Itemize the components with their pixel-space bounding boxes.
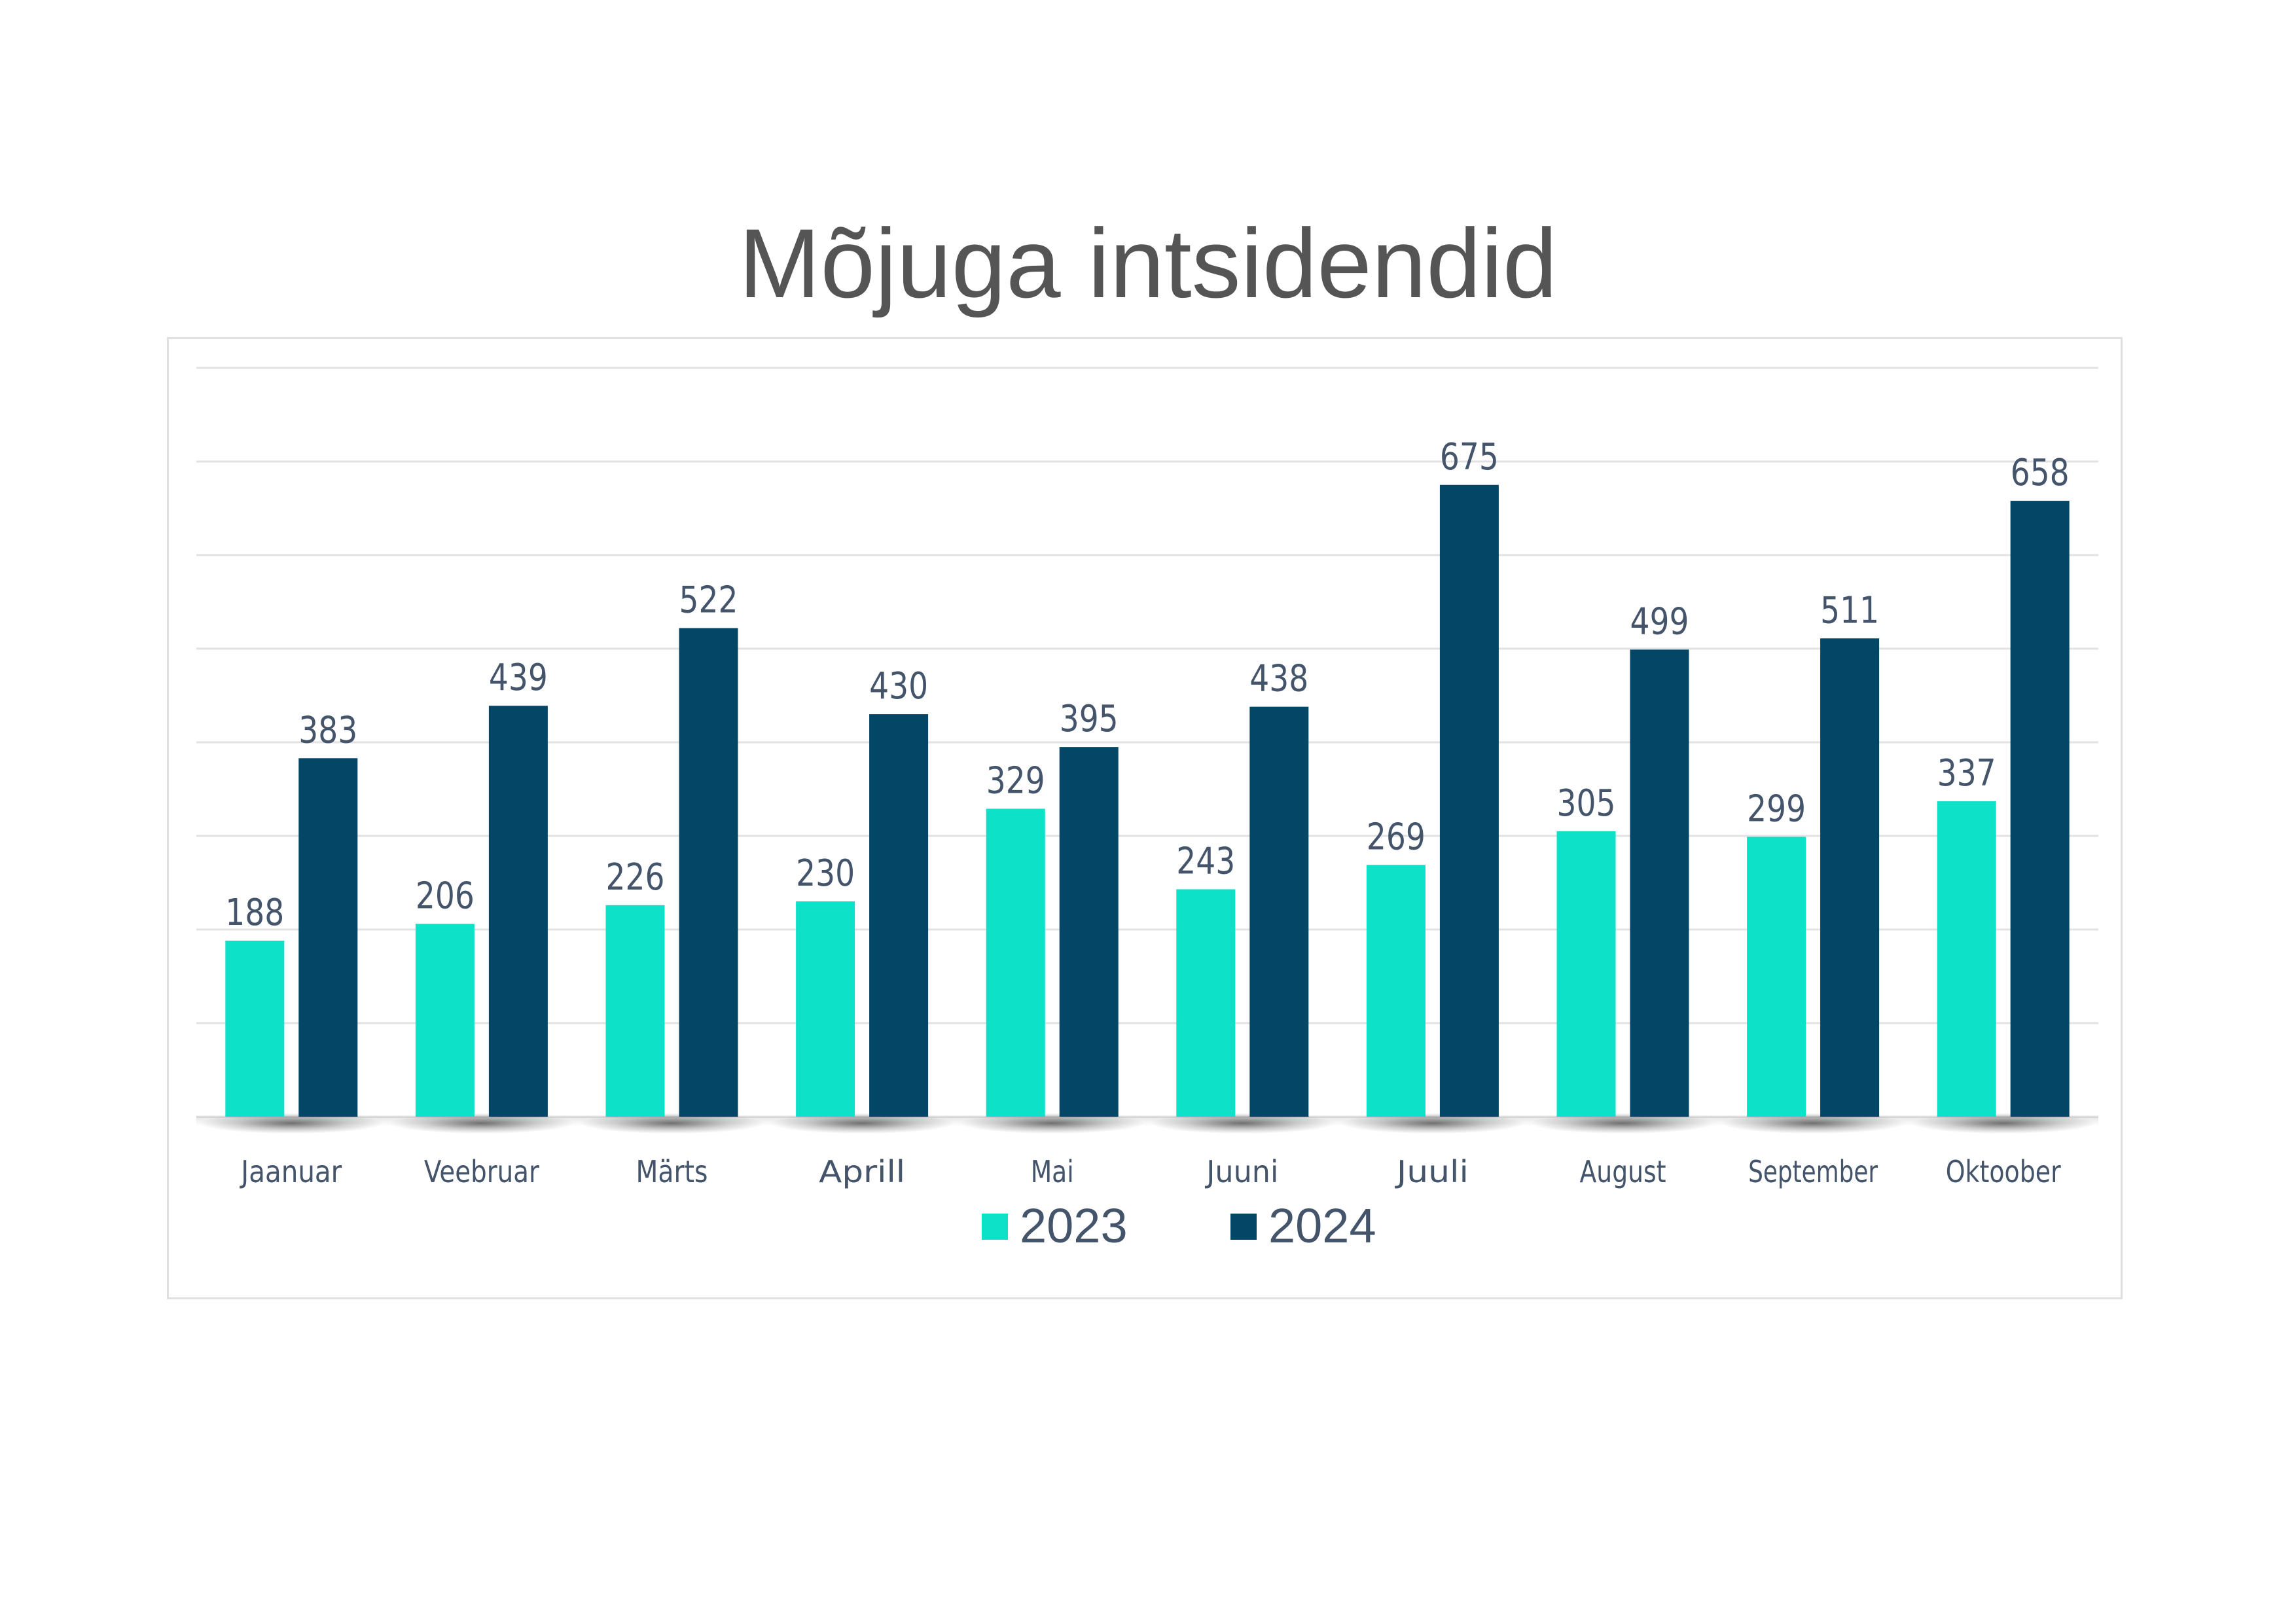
bar-2024-aprill	[869, 714, 929, 1117]
legend-label-2023: 2023	[1020, 1199, 1128, 1253]
bar-2024-mai	[1059, 747, 1119, 1117]
value-label-2024-veebruar: 439	[489, 657, 548, 699]
bar-shadow	[579, 1113, 764, 1134]
category-label-jaanuar: Jaanuar	[240, 1154, 342, 1189]
category-label-veebruar: Veebruar	[424, 1154, 539, 1189]
bar-shadows	[199, 1113, 2096, 1134]
value-label-2023-juuli: 269	[1367, 816, 1426, 858]
bar-shadow	[1530, 1113, 1715, 1134]
value-label-2024-september: 511	[1820, 589, 1879, 632]
value-label-2023-märts: 226	[606, 856, 665, 899]
bar-shadow	[960, 1113, 1145, 1134]
bar-2024-september	[1820, 638, 1880, 1117]
legend: 2023 2024	[982, 1199, 1376, 1253]
bar-2023-jaanuar	[225, 941, 285, 1117]
category-label-juuli: Juuli	[1395, 1154, 1469, 1189]
value-label-2024-märts: 522	[679, 579, 738, 622]
value-label-2023-september: 299	[1747, 787, 1806, 830]
value-labels: 188 383 206 439 226 522 230 430 329 395 243 438 269 6…	[225, 436, 2069, 934]
category-label-aprill: Aprill	[819, 1154, 905, 1189]
bar-2023-märts	[605, 905, 665, 1117]
value-label-2024-jaanuar: 383	[298, 709, 357, 751]
bar-2024-veebruar	[488, 706, 548, 1117]
bar-2023-september	[1747, 837, 1806, 1117]
bar-shadow	[1910, 1113, 2096, 1134]
value-label-2023-mai: 329	[986, 760, 1045, 803]
value-label-2024-mai: 395	[1060, 698, 1119, 740]
bar-2024-märts	[679, 628, 738, 1117]
category-label-mai: Mai	[1031, 1154, 1074, 1189]
bar-2023-veebruar	[415, 924, 475, 1117]
bar-shadow	[1721, 1113, 1906, 1134]
bar-shadow	[770, 1113, 955, 1134]
category-label-september: September	[1748, 1154, 1878, 1189]
grid-lines	[196, 367, 2098, 1126]
bars	[225, 484, 2070, 1117]
legend-label-2024: 2024	[1268, 1199, 1376, 1253]
category-label-august: August	[1580, 1154, 1666, 1189]
legend-swatch-2024	[1230, 1214, 1257, 1240]
bar-2024-oktoober	[2010, 501, 2070, 1117]
legend-swatch-2023	[982, 1214, 1008, 1240]
bar-2023-mai	[986, 808, 1045, 1117]
value-label-2023-juuni: 243	[1176, 840, 1235, 883]
value-label-2023-jaanuar: 188	[225, 892, 284, 934]
value-label-2024-august: 499	[1630, 600, 1689, 643]
category-labels: Jaanuar Veebruar Märts Aprill Mai Juuni Juuli A…	[240, 1154, 2061, 1189]
value-label-2024-juuni: 438	[1249, 658, 1308, 700]
value-label-2024-oktoober: 658	[2011, 452, 2070, 494]
value-label-2024-juuli: 675	[1440, 436, 1499, 478]
bar-2024-juuli	[1439, 484, 1499, 1117]
bar-2023-aprill	[796, 901, 855, 1117]
category-label-oktoober: Oktoober	[1946, 1154, 2061, 1189]
chart-title: Mõjuga intsidendid	[738, 208, 1558, 318]
value-label-2023-aprill: 230	[796, 852, 855, 895]
bar-shadow	[1340, 1113, 1525, 1134]
value-label-2023-veebruar: 206	[416, 875, 475, 917]
bar-shadow	[199, 1113, 384, 1134]
bar-2023-juuli	[1366, 865, 1426, 1117]
bar-2024-august	[1630, 649, 1689, 1117]
value-label-2024-aprill: 430	[869, 665, 928, 708]
category-label-märts: Märts	[636, 1154, 708, 1189]
bar-2024-jaanuar	[298, 758, 358, 1117]
bar-2023-oktoober	[1937, 801, 1996, 1117]
bar-2024-juuni	[1249, 706, 1309, 1117]
category-label-juuni: Juuni	[1204, 1154, 1278, 1189]
bar-shadow	[1150, 1113, 1335, 1134]
value-label-2023-august: 305	[1557, 782, 1616, 825]
bar-2023-juuni	[1176, 889, 1236, 1117]
bar-shadow	[389, 1113, 574, 1134]
value-label-2023-oktoober: 337	[1937, 752, 1996, 795]
bar-2023-august	[1556, 831, 1616, 1117]
